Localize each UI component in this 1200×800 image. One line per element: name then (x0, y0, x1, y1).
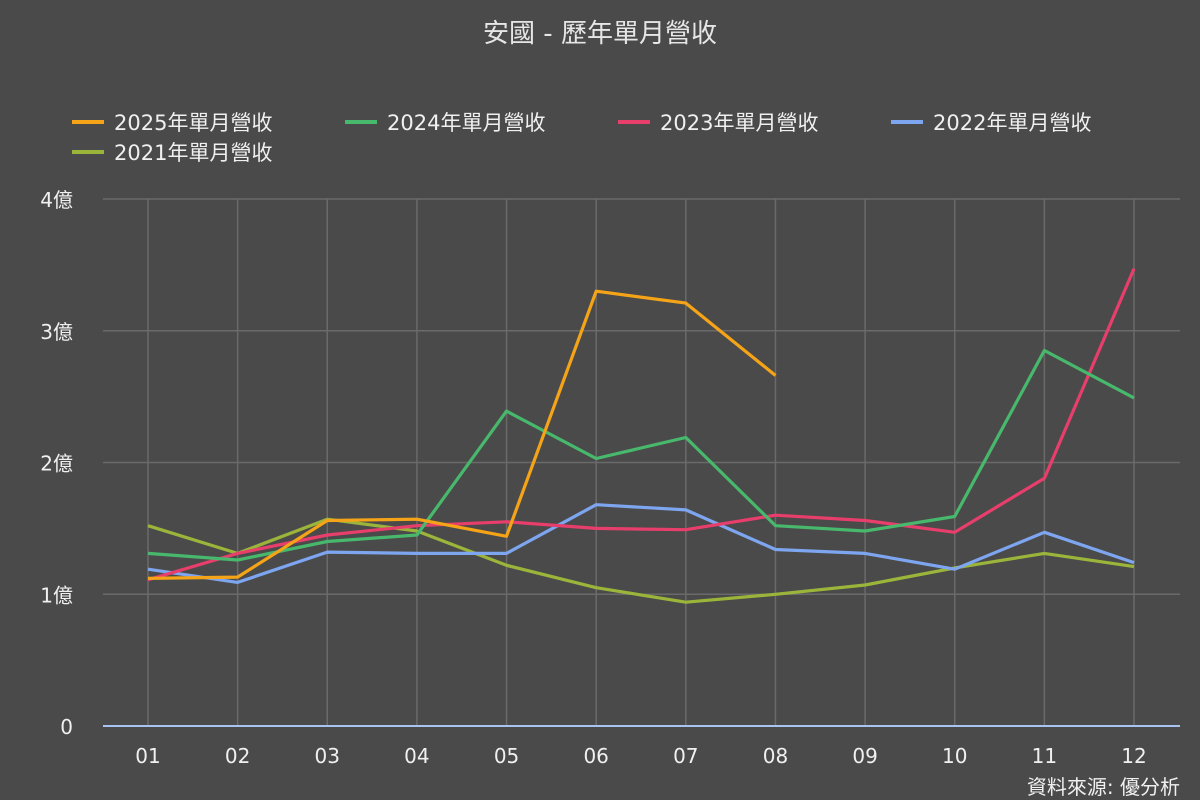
x-tick-label: 07 (673, 744, 698, 768)
source-note: 資料來源: 優分析 (1027, 775, 1180, 799)
legend-label: 2024年單月營收 (387, 111, 545, 135)
grid (103, 198, 1180, 726)
legend: 2025年單月營收 2024年單月營收 2023年單月營收 2022年單月營收 2021… (72, 111, 1091, 165)
x-tick-label: 06 (583, 744, 608, 768)
y-axis: 0 1億 2億 3億 4億 (40, 188, 73, 739)
y-tick-label: 1億 (40, 583, 73, 607)
x-tick-label: 02 (225, 744, 250, 768)
y-tick-label: 0 (60, 715, 73, 739)
x-tick-label: 03 (315, 744, 340, 768)
series-line-3 (147, 503, 1135, 585)
y-tick-label: 3億 (40, 320, 73, 344)
chart-title: 安國 - 歷年單月營收 (483, 19, 717, 49)
x-tick-label: 12 (1121, 744, 1146, 768)
x-tick-label: 04 (404, 744, 429, 768)
legend-label: 2023年單月營收 (660, 111, 818, 135)
series-line-1 (147, 348, 1135, 562)
x-tick-label: 01 (135, 744, 160, 768)
legend-item-1: 2024年單月營收 (345, 111, 545, 135)
y-tick-label: 2億 (40, 452, 73, 476)
series-line-4 (147, 517, 1135, 604)
legend-item-0: 2025年單月營收 (72, 111, 272, 135)
legend-item-2: 2023年單月營收 (618, 111, 818, 135)
series-line-2 (147, 268, 1136, 582)
series-lines (147, 268, 1136, 604)
x-tick-label: 05 (494, 744, 519, 768)
legend-label: 2025年單月營收 (114, 111, 272, 135)
x-axis: 01 02 03 04 05 06 07 08 09 10 11 12 (103, 725, 1180, 768)
legend-item-4: 2021年單月營收 (72, 141, 272, 165)
x-tick-label: 09 (852, 744, 877, 768)
x-tick-label: 08 (763, 744, 788, 768)
y-tick-label: 4億 (40, 188, 73, 212)
series-line-0 (147, 289, 777, 580)
x-tick-label: 11 (1032, 744, 1057, 768)
legend-label: 2021年單月營收 (114, 141, 272, 165)
legend-label: 2022年單月營收 (933, 111, 1091, 135)
x-tick-label: 10 (942, 744, 967, 768)
legend-item-3: 2022年單月營收 (891, 111, 1091, 135)
